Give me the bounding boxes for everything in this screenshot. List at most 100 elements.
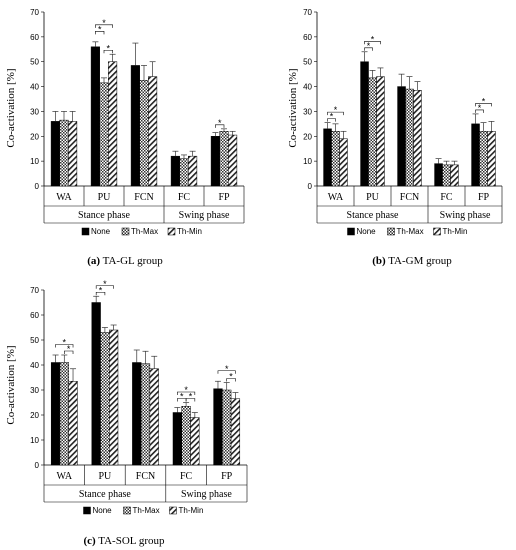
legend-label-none: None xyxy=(357,227,377,236)
bar-th-max xyxy=(405,88,414,187)
bar-none xyxy=(130,65,140,187)
category-label: PU xyxy=(99,471,113,482)
y-tick-label: 40 xyxy=(303,83,312,92)
caption-text: TA-SOL group xyxy=(98,535,165,547)
significance-star: * xyxy=(184,385,188,395)
bar-th-min xyxy=(450,164,459,187)
bar-th-max xyxy=(368,77,377,187)
significance-star: * xyxy=(99,285,103,295)
y-axis-label: Co-activation [%] xyxy=(5,345,17,424)
caption-text: TA-GL group xyxy=(103,255,164,267)
category-label: FCN xyxy=(400,192,419,203)
y-tick-label: 40 xyxy=(30,361,39,370)
category-label: FCN xyxy=(136,471,155,482)
legend-label-th-max: Th-Max xyxy=(397,227,424,236)
bar-th-max xyxy=(59,119,69,187)
significance-bracket xyxy=(215,124,225,128)
panel-caption: (a) TA-GL group xyxy=(87,255,163,267)
legend-swatch-th-min xyxy=(433,227,441,236)
bar-none xyxy=(360,61,369,187)
significance-bracket xyxy=(364,47,373,51)
y-tick-label: 0 xyxy=(35,461,40,470)
significance-star: * xyxy=(225,364,229,374)
caption-letter: (a) xyxy=(87,255,100,267)
y-tick-label: 50 xyxy=(30,58,39,67)
significance-bracket xyxy=(103,49,113,54)
y-tick-label: 40 xyxy=(30,83,39,92)
panel-caption: (b) TA-GM group xyxy=(372,255,452,267)
significance-bracket xyxy=(64,350,74,354)
bar-th-min xyxy=(376,76,385,187)
bar-th-max xyxy=(222,389,232,466)
y-tick-label: 20 xyxy=(30,411,39,420)
bar-none xyxy=(91,302,101,466)
significance-star: * xyxy=(67,344,71,354)
significance-star: * xyxy=(330,112,334,122)
legend-label-none: None xyxy=(91,227,111,236)
phase-label: Swing phase xyxy=(440,210,491,221)
legend-swatch-th-min xyxy=(167,227,176,236)
category-label: FP xyxy=(478,192,490,203)
y-tick-label: 60 xyxy=(303,33,312,42)
y-tick-label: 70 xyxy=(30,8,39,17)
bar-th-max xyxy=(479,131,488,187)
bar-th-max xyxy=(59,362,69,466)
bar-th-max xyxy=(99,82,109,187)
significance-star: * xyxy=(367,41,371,51)
significance-star: * xyxy=(107,43,111,53)
significance-bracket xyxy=(95,31,105,35)
legend-label-th-min: Th-Min xyxy=(443,227,468,236)
y-tick-label: 60 xyxy=(30,33,39,42)
bar-th-max xyxy=(181,406,191,466)
significance-star: * xyxy=(229,372,233,382)
caption-letter: (c) xyxy=(83,535,96,547)
phase-label: Swing phase xyxy=(181,489,232,500)
phase-label: Swing phase xyxy=(179,210,230,221)
caption-letter: (b) xyxy=(372,255,386,267)
category-label: PU xyxy=(98,192,112,203)
bar-none xyxy=(50,362,61,466)
bar-th-max xyxy=(100,332,110,466)
bar-th-max xyxy=(442,164,451,187)
bar-none xyxy=(132,362,142,466)
significance-bracket xyxy=(475,103,492,107)
category-label: PU xyxy=(366,192,380,203)
y-tick-label: 10 xyxy=(303,157,312,166)
significance-bracket xyxy=(95,24,113,28)
significance-star: * xyxy=(371,34,375,44)
significance-bracket xyxy=(55,344,74,348)
legend-swatch-none xyxy=(347,227,355,236)
significance-bracket xyxy=(217,370,236,374)
category-label: FC xyxy=(180,471,193,482)
significance-bracket xyxy=(327,111,344,116)
category-label: FCN xyxy=(134,192,153,203)
phase-label: Stance phase xyxy=(347,210,399,221)
category-label: WA xyxy=(57,471,73,482)
y-tick-label: 50 xyxy=(30,336,39,345)
significance-star: * xyxy=(189,392,193,402)
caption-text: TA-GM group xyxy=(388,255,452,267)
legend-label-th-min: Th-Min xyxy=(179,506,204,515)
significance-star: * xyxy=(102,18,106,28)
significance-bracket xyxy=(95,291,106,296)
y-axis-label: Co-activation [%] xyxy=(287,68,299,147)
y-tick-label: 10 xyxy=(30,436,39,445)
bar-none xyxy=(50,121,60,187)
significance-star: * xyxy=(482,96,486,106)
phase-label: Stance phase xyxy=(78,210,130,221)
y-tick-label: 10 xyxy=(30,157,39,166)
significance-star: * xyxy=(218,118,222,128)
y-tick-label: 30 xyxy=(303,107,312,116)
legend-swatch-none xyxy=(81,227,90,236)
bar-th-min xyxy=(68,381,78,466)
category-label: WA xyxy=(328,192,344,203)
legend-swatch-th-min xyxy=(169,506,177,515)
legend-label-th-max: Th-Max xyxy=(131,227,158,236)
category-label: FC xyxy=(440,192,453,203)
y-tick-label: 30 xyxy=(30,107,39,116)
bar-th-min xyxy=(108,61,118,187)
bar-th-max xyxy=(139,80,149,187)
bar-th-min xyxy=(413,90,422,187)
significance-star: * xyxy=(180,392,184,402)
legend-swatch-none xyxy=(83,506,91,515)
